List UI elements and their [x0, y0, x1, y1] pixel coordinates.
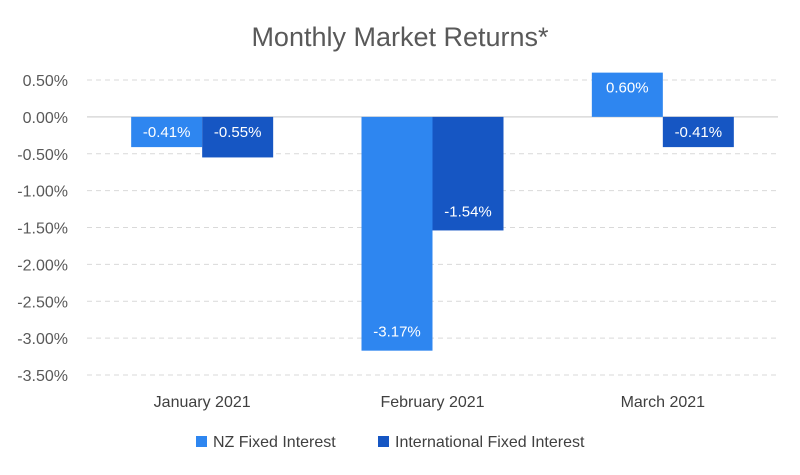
legend-label: International Fixed Interest [395, 434, 585, 451]
bar [432, 116, 504, 231]
y-tick-label: 0.50% [23, 73, 68, 90]
y-tick-label: -2.50% [17, 294, 68, 311]
bar [662, 116, 734, 148]
data-label: -3.17% [373, 324, 421, 341]
y-tick-label: -1.50% [17, 221, 68, 238]
legend-swatch [378, 436, 389, 447]
legend-label: NZ Fixed Interest [213, 434, 336, 451]
data-label: -1.54% [444, 203, 492, 220]
y-tick-label: -3.50% [17, 368, 68, 385]
x-category-label: February 2021 [380, 394, 484, 411]
y-tick-label: -2.00% [17, 257, 68, 274]
bars [131, 72, 734, 351]
chart-title: Monthly Market Returns* [251, 22, 549, 52]
data-labels: -0.41% -0.55% -3.17% -1.54% 0.60% -0.41% [143, 80, 722, 341]
legend-swatch [196, 436, 207, 447]
x-axis-categories: January 2021 February 2021 March 2021 [154, 394, 705, 411]
legend: NZ Fixed Interest International Fixed Int… [196, 434, 585, 451]
y-tick-label: -3.00% [17, 331, 68, 348]
bar [202, 116, 274, 158]
y-tick-label: 0.00% [23, 110, 68, 127]
bar [131, 116, 203, 148]
x-category-label: January 2021 [154, 394, 251, 411]
y-axis-ticks: 0.50% 0.00% -0.50% -1.00% -1.50% -2.00% -2.50%… [17, 73, 68, 385]
bar [361, 116, 433, 351]
bar [591, 72, 663, 117]
y-tick-label: -0.50% [17, 147, 68, 164]
data-label: 0.60% [606, 80, 649, 97]
data-label: -0.41% [675, 124, 723, 141]
data-label: -0.41% [143, 124, 191, 141]
data-label: -0.55% [214, 124, 262, 141]
x-category-label: March 2021 [621, 394, 706, 411]
y-tick-label: -1.00% [17, 184, 68, 201]
